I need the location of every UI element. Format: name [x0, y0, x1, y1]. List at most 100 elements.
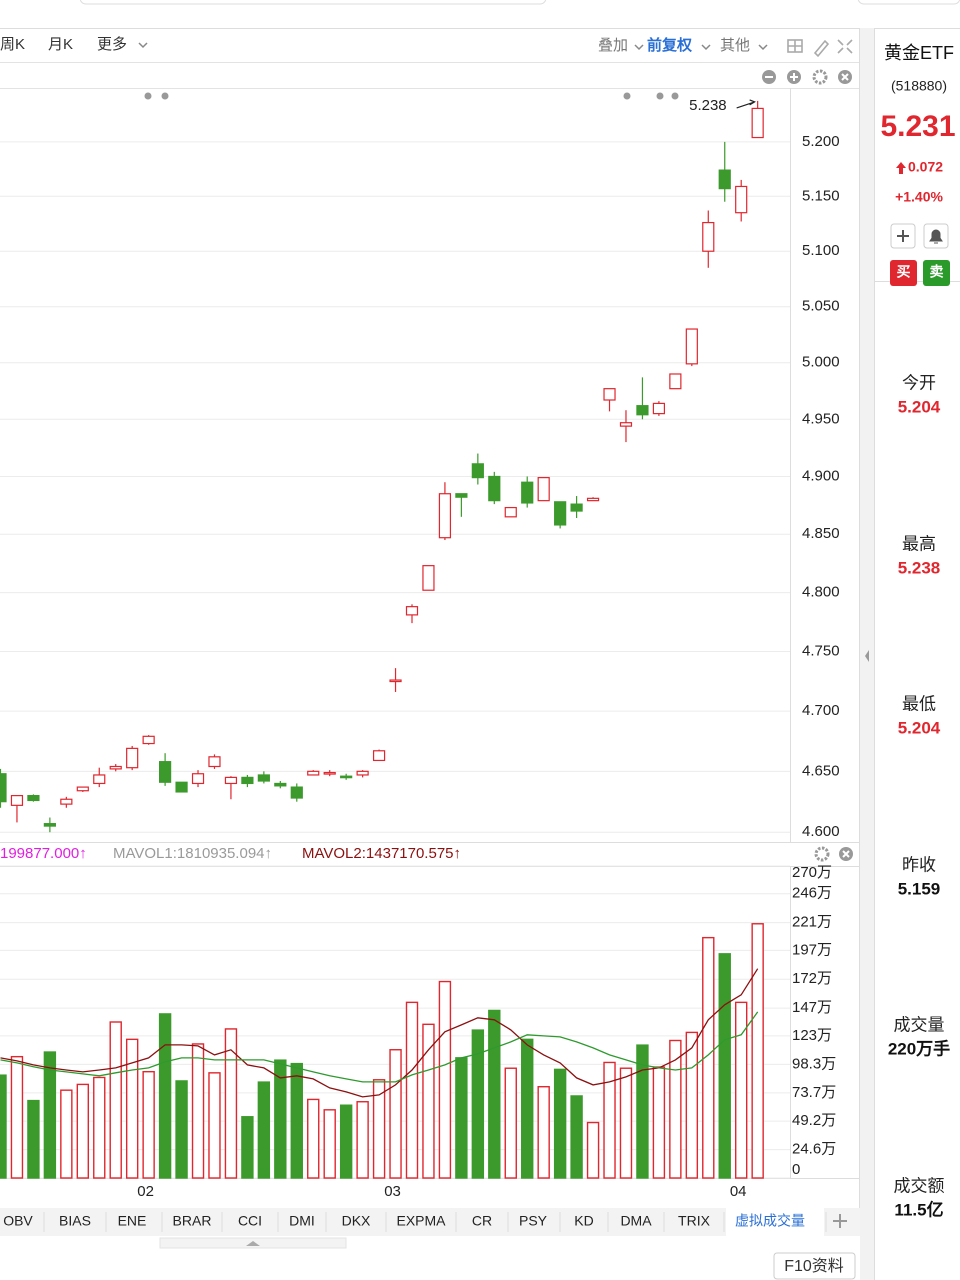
volume-bar — [10, 1055, 24, 1179]
volume-bar — [718, 953, 731, 1179]
tab[interactable]: 虚拟成交量 — [735, 1213, 805, 1229]
legend-entry: MAVOL1:1810935.094↑ — [113, 845, 272, 862]
y-tick-label: 147万 — [792, 999, 832, 1016]
candle-body — [603, 388, 616, 401]
y-tick-label: 5.150 — [802, 187, 840, 204]
candle-body — [652, 402, 666, 415]
candle-body — [191, 773, 205, 785]
candle-body — [27, 794, 40, 802]
y-tick-label: 270万 — [792, 864, 832, 881]
tab[interactable]: ENE — [118, 1213, 147, 1229]
volume-bar — [60, 1089, 73, 1179]
panel-icons — [762, 69, 853, 862]
y-tick-label: 5.200 — [802, 133, 840, 150]
overlay-button[interactable]: 叠加 — [598, 37, 628, 54]
dot — [623, 92, 631, 100]
volume-bar — [553, 1068, 567, 1179]
tab[interactable]: BIAS — [59, 1213, 91, 1229]
chevron — [634, 44, 644, 51]
field-value: 5.204 — [898, 718, 941, 737]
tab[interactable]: OBV — [3, 1213, 33, 1229]
volume-bar — [339, 1104, 353, 1179]
tab[interactable]: BRAR — [173, 1213, 212, 1229]
field-label: 成交额 — [894, 1176, 945, 1195]
tab[interactable]: KD — [574, 1213, 593, 1229]
tab[interactable]: DKX — [342, 1213, 371, 1229]
settings[interactable] — [812, 69, 828, 85]
tab[interactable]: CR — [472, 1213, 492, 1229]
volume-bar — [274, 1059, 287, 1179]
price-chart: 4.600 4.650 4.700 4.750 4.800 4.850 4.900 4.950… — [0, 97, 840, 840]
change: 0.072 — [908, 159, 943, 175]
buy-label: 买 — [897, 264, 911, 280]
up-arrow — [896, 162, 906, 174]
more-button[interactable]: 更多 — [97, 36, 127, 53]
icon-part — [842, 850, 850, 858]
candle-body — [537, 477, 550, 502]
fullscreen-icon[interactable] — [837, 39, 853, 54]
volume-bar — [307, 1098, 320, 1179]
y-tick-label: 4.600 — [802, 823, 840, 840]
tab[interactable]: PSY — [519, 1213, 548, 1229]
tab[interactable]: DMI — [289, 1213, 315, 1229]
y-tick-label: 246万 — [792, 885, 832, 902]
candle-body — [126, 747, 139, 769]
active-tab-bg — [726, 1208, 824, 1236]
top-button[interactable] — [857, 0, 960, 5]
candle-body — [669, 373, 682, 390]
dot — [656, 92, 664, 100]
legend-entry: MAVOL2:1437170.575↑ — [302, 845, 461, 862]
candle-body — [389, 679, 402, 683]
volume-bar — [735, 1001, 748, 1179]
tab[interactable]: DMA — [620, 1213, 652, 1229]
tab[interactable]: CCI — [238, 1213, 262, 1229]
sell-button[interactable] — [923, 260, 950, 286]
draw-icon[interactable] — [813, 39, 830, 58]
tab[interactable]: TRIX — [678, 1213, 711, 1229]
candle-body — [10, 794, 24, 806]
tab[interactable]: EXPMA — [396, 1213, 446, 1229]
dot — [671, 92, 679, 100]
collapse-arrow[interactable] — [865, 650, 869, 662]
candle-body — [290, 786, 303, 799]
volume-bar — [142, 1070, 155, 1179]
candle-body — [554, 501, 567, 526]
volume-bar — [191, 1043, 205, 1179]
buy-button[interactable] — [890, 260, 917, 286]
volume-bar — [652, 1066, 666, 1179]
dot — [144, 92, 152, 100]
volume-bar — [471, 1029, 485, 1179]
f10-button[interactable] — [773, 1252, 856, 1280]
add-tab[interactable] — [833, 1214, 847, 1228]
stock-name: 黄金ETF — [884, 43, 954, 63]
y-tick-label: 98.3万 — [792, 1055, 836, 1072]
period-button[interactable]: 月K — [48, 36, 73, 53]
legend-entry: 199877.000↑ — [0, 845, 87, 862]
dot — [161, 92, 169, 100]
stock-code: (518880) — [891, 78, 947, 94]
scroll-arrow — [246, 1241, 260, 1246]
y-tick-label: 5.100 — [802, 242, 840, 259]
volume-bar — [636, 1044, 649, 1179]
adjust-button[interactable]: 前复权 — [647, 36, 693, 54]
volume-bar — [224, 1028, 238, 1179]
candle-body — [521, 481, 534, 504]
y-tick-label: 49.2万 — [792, 1112, 836, 1129]
field-value: 220万手 — [888, 1038, 950, 1058]
candle-body — [751, 107, 764, 139]
other-button[interactable]: 其他 — [720, 37, 750, 54]
settings[interactable] — [814, 846, 830, 862]
volume-bar — [603, 1061, 616, 1179]
field-label: 成交量 — [894, 1015, 945, 1034]
candle-body — [405, 606, 419, 616]
candle-body — [586, 497, 600, 502]
volume-bar — [438, 980, 452, 1179]
candle-body — [455, 493, 468, 498]
search-box[interactable] — [79, 0, 547, 5]
volume-bar — [27, 1099, 40, 1179]
chevron — [701, 44, 711, 51]
y-tick-label: 24.6万 — [792, 1141, 836, 1158]
volume-bar — [422, 1023, 435, 1179]
volume-bar — [619, 1067, 633, 1179]
period-button[interactable]: 周K — [0, 36, 25, 53]
